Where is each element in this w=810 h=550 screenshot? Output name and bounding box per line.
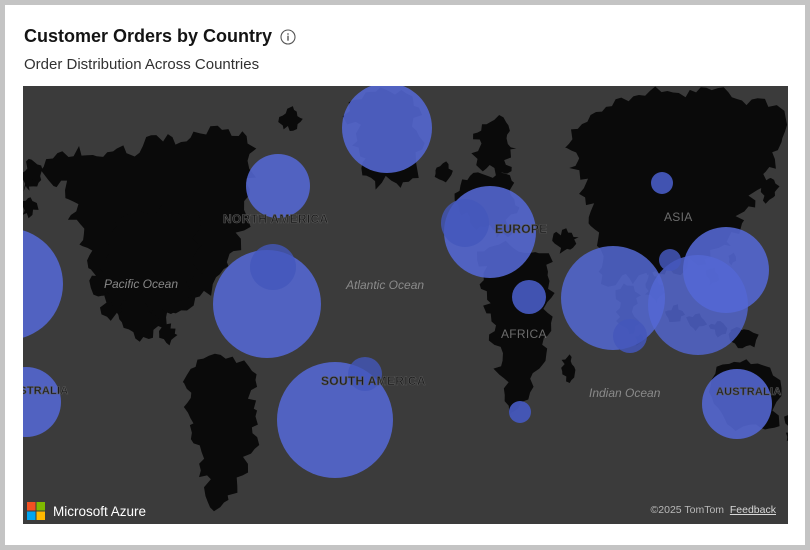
svg-text:AFRICA: AFRICA [501, 327, 547, 341]
svg-text:ASIA: ASIA [664, 210, 693, 224]
svg-text:EUROPE: EUROPE [495, 222, 547, 236]
svg-text:Indian Ocean: Indian Ocean [589, 386, 661, 400]
svg-text:NORTH AMERICA: NORTH AMERICA [223, 212, 328, 226]
svg-text:AUSTRALIA: AUSTRALIA [23, 385, 68, 397]
svg-text:SOUTH AMERICA: SOUTH AMERICA [321, 374, 426, 388]
svg-text:AUSTRALIA: AUSTRALIA [716, 386, 781, 398]
svg-text:Atlantic Ocean: Atlantic Ocean [345, 278, 424, 292]
svg-text:Pacific Ocean: Pacific Ocean [104, 277, 178, 291]
